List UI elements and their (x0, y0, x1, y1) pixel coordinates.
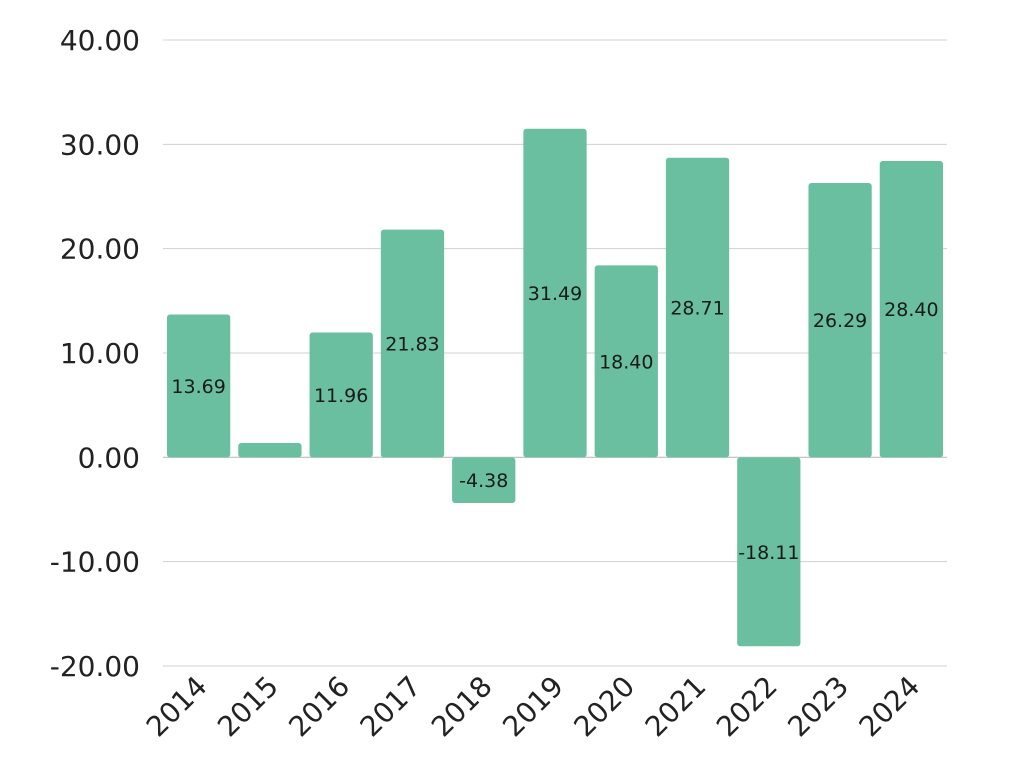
y-tick-label: 20.00 (60, 233, 140, 266)
bar-2015 (238, 443, 302, 458)
bar-2014 (167, 314, 231, 458)
bar-2018 (452, 457, 516, 504)
data-label-2017: 21.83 (385, 333, 439, 355)
x-tick-label: 2016 (282, 670, 356, 744)
x-tick-label: 2021 (639, 670, 713, 744)
data-label-2021: 28.71 (670, 298, 724, 320)
y-tick-label: -20.00 (50, 650, 140, 683)
y-tick-label: 40.00 (60, 24, 140, 57)
x-tick-label: 2014 (140, 670, 214, 744)
bars (167, 128, 943, 647)
bar-2022 (737, 457, 801, 647)
x-tick-label: 2015 (211, 670, 285, 744)
bar-2024 (879, 161, 943, 458)
data-labels: 13.69 11.96 21.83 -4.38 31.49 18.40 28.71 -18.1… (171, 283, 938, 564)
data-label-2022: -18.11 (738, 542, 799, 564)
data-label-2020: 18.40 (599, 351, 653, 373)
x-tick-label: 2020 (567, 670, 641, 744)
x-tick-label: 2023 (781, 670, 855, 744)
x-tick-label: 2019 (496, 670, 570, 744)
data-label-2014: 13.69 (171, 376, 225, 398)
data-label-2016: 11.96 (314, 385, 368, 407)
bar-2020 (594, 265, 658, 458)
data-label-2018: -4.38 (459, 470, 508, 492)
y-tick-label: -10.00 (50, 546, 140, 579)
bar-2016 (309, 332, 373, 458)
y-tick-label: 10.00 (60, 337, 140, 370)
x-tick-label: 2024 (853, 670, 927, 744)
bar-2023 (808, 183, 872, 458)
bar-2021 (665, 157, 730, 458)
x-axis-ticks: 2014201520162017201820192020202120222023… (140, 670, 926, 744)
data-label-2023: 26.29 (813, 310, 867, 332)
y-tick-label: 0.00 (78, 441, 140, 474)
data-label-2019: 31.49 (528, 283, 582, 305)
y-tick-label: 30.00 (60, 128, 140, 161)
data-label-2024: 28.40 (884, 299, 938, 321)
x-tick-label: 2018 (425, 670, 499, 744)
x-tick-label: 2017 (354, 670, 428, 744)
y-axis-ticks: 40.00 30.00 20.00 10.00 0.00 -10.00 -20.00 (50, 24, 140, 683)
bar-2017 (380, 229, 445, 458)
x-tick-label: 2022 (710, 670, 784, 744)
bar-2019 (523, 128, 587, 458)
